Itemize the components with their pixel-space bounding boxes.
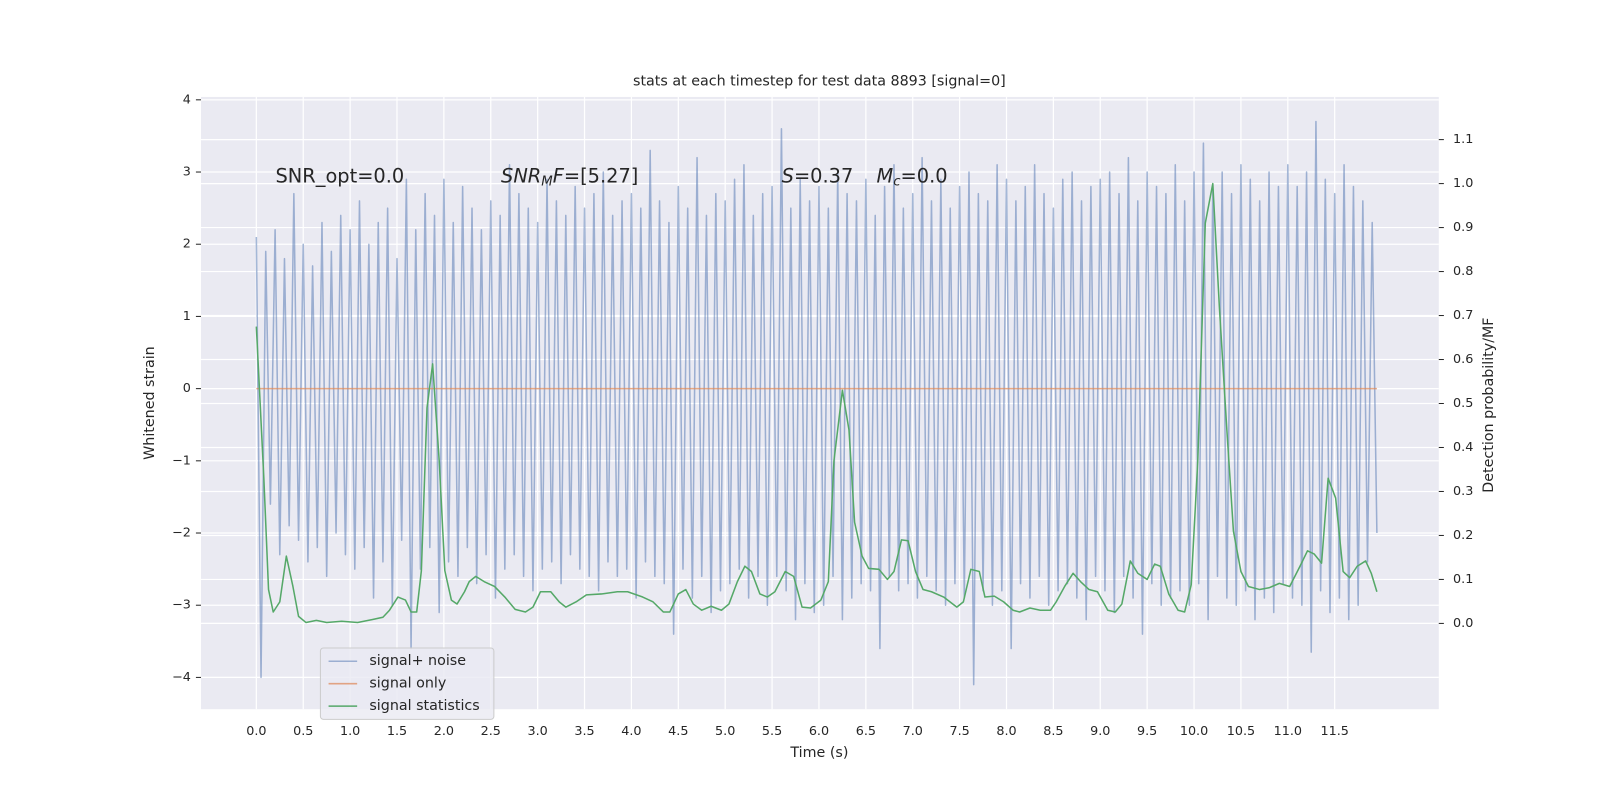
- annotation: SNRMF=[5.27]: [501, 164, 638, 190]
- x-tick-label: 0.5: [293, 724, 313, 739]
- x-tick-label: 3.0: [528, 724, 548, 739]
- annotation-part: S: [782, 164, 794, 187]
- y2-tick-label: 0.2: [1453, 528, 1473, 543]
- y2-tick-label: 0.4: [1453, 440, 1473, 455]
- y2-tick-label: 1.0: [1453, 176, 1473, 191]
- chart-title: stats at each timestep for test data 889…: [633, 74, 1006, 90]
- x-tick-label: 2.0: [434, 724, 454, 739]
- labels: 0.0 0.5 1.0 1.5 2.0 2.5 3.0 3.5 4.0 4.5 5.0 5.5 6.0 6…: [172, 92, 1473, 739]
- x-tick-label: 5.0: [715, 724, 735, 739]
- x-tick-label: 10.5: [1227, 724, 1255, 739]
- x-tick-label: 4.5: [668, 724, 688, 739]
- x-tick-label: 3.5: [574, 724, 594, 739]
- y2-axis-label: Detection probability/MF: [1481, 317, 1497, 492]
- x-tick-label: 8.0: [996, 724, 1016, 739]
- annotation-part: c: [893, 175, 901, 190]
- annotation-part: M: [541, 175, 553, 190]
- y2-tick-label: 0.6: [1453, 352, 1473, 367]
- x-tick-label: 6.5: [856, 724, 876, 739]
- x-tick-label: 7.0: [903, 724, 923, 739]
- legend-label: signal only: [369, 676, 446, 692]
- y2-tick-label: 0.8: [1453, 264, 1473, 279]
- marks: [255, 120, 1378, 686]
- x-tick-label: 9.0: [1090, 724, 1110, 739]
- y-tick-label: 0: [183, 381, 191, 396]
- annotation-part: =[5.27]: [564, 164, 639, 187]
- x-tick-label: 4.0: [621, 724, 641, 739]
- x-tick-label: 6.0: [809, 724, 829, 739]
- annotation: S=0.37: [782, 164, 854, 187]
- legend-label: signal+ noise: [369, 653, 466, 669]
- series-line: [255, 182, 1378, 624]
- y-tick-label: 2: [183, 237, 191, 252]
- y-axis-label: Whitened strain: [142, 346, 158, 460]
- x-tick-label: 1.0: [340, 724, 360, 739]
- y-tick-label: 4: [183, 92, 191, 107]
- x-tick-label: 10.0: [1180, 724, 1208, 739]
- x-axis-label: Time (s): [789, 745, 848, 761]
- x-tick-label: 5.5: [762, 724, 782, 739]
- y-tick-label: −3: [172, 598, 191, 613]
- y2-tick-label: 0.9: [1453, 220, 1473, 235]
- x-tick-label: 11.0: [1274, 724, 1302, 739]
- y-tick-label: −1: [172, 453, 191, 468]
- x-tick-label: 1.5: [387, 724, 407, 739]
- x-tick-label: 2.5: [481, 724, 501, 739]
- annotation: SNR_opt=0.0: [276, 164, 405, 187]
- annotation-part: SNR_opt=0.0: [276, 164, 405, 187]
- y2-tick-label: 0.0: [1453, 616, 1473, 631]
- annotation-part: M: [877, 164, 894, 187]
- annotation-part: SNR: [501, 164, 541, 187]
- y-tick-label: −2: [172, 526, 191, 541]
- y2-tick-label: 0.1: [1453, 572, 1473, 587]
- annotation: Mc=0.0: [877, 164, 948, 190]
- x-tick-label: 0.0: [246, 724, 266, 739]
- series-line: [255, 120, 1378, 686]
- legend-box: [319, 647, 495, 720]
- annotation-part: F: [553, 164, 565, 187]
- annotation-part: =0.37: [794, 164, 853, 187]
- y2-tick-label: 1.1: [1453, 132, 1473, 147]
- annotation-part: =0.0: [901, 164, 948, 187]
- x-tick-label: 11.5: [1320, 724, 1348, 739]
- y-tick-label: 1: [183, 309, 191, 324]
- y2-tick-label: 0.7: [1453, 308, 1473, 323]
- legend-label: signal statistics: [369, 698, 479, 714]
- x-tick-label: 9.5: [1137, 724, 1157, 739]
- y-tick-label: 3: [183, 165, 191, 180]
- y2-tick-label: 0.3: [1453, 484, 1473, 499]
- x-tick-label: 7.5: [949, 724, 969, 739]
- y-tick-label: −4: [172, 670, 191, 685]
- y2-tick-label: 0.5: [1453, 396, 1473, 411]
- x-tick-label: 8.5: [1043, 724, 1063, 739]
